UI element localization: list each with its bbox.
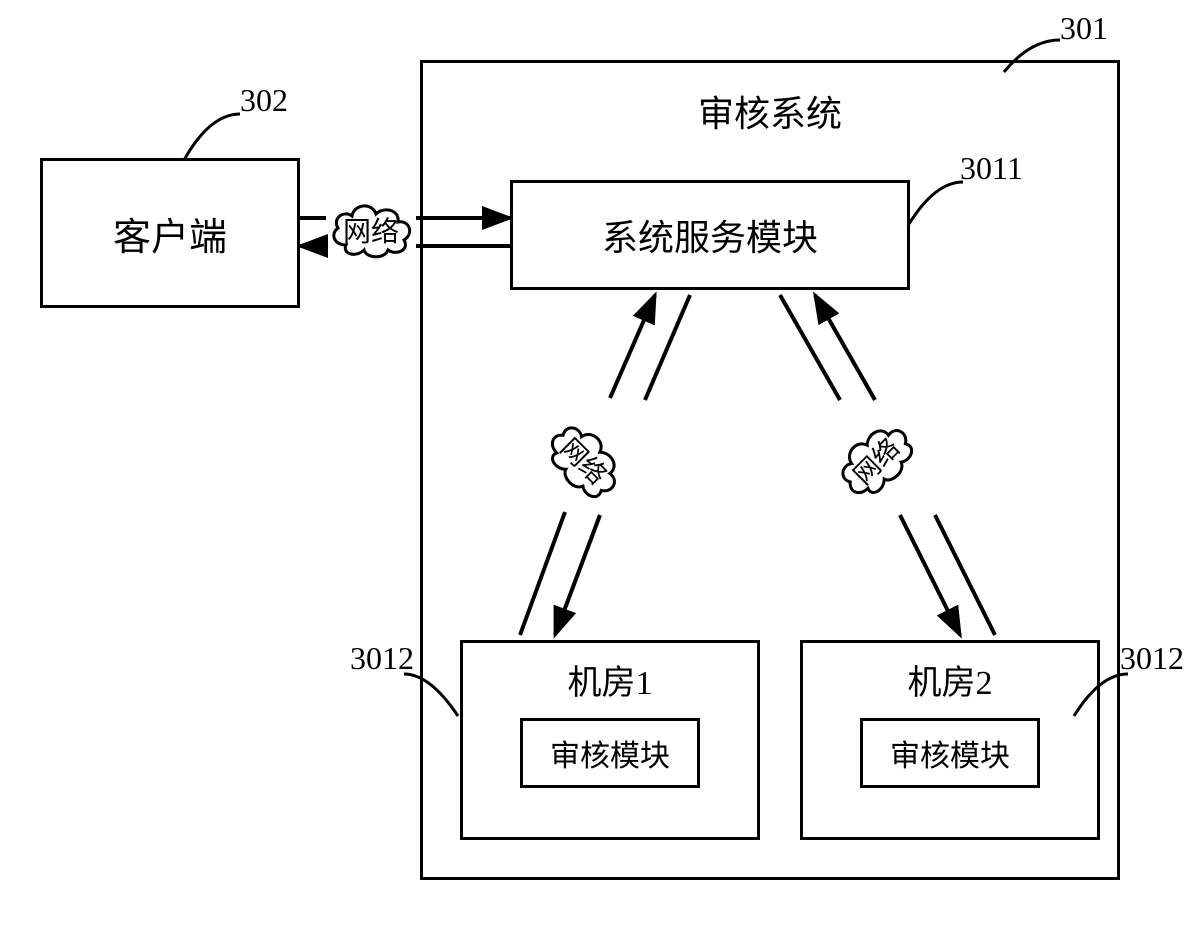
room2-label: 机房2	[908, 655, 993, 704]
room1-box: 机房1 审核模块	[460, 640, 760, 840]
audit-module-2-box: 审核模块	[860, 718, 1040, 788]
audit-module-2-label: 审核模块	[890, 731, 1010, 775]
audit-module-1-box: 审核模块	[520, 718, 700, 788]
audit-module-1-label: 审核模块	[550, 731, 670, 775]
arrow-service-room1	[460, 290, 740, 640]
leader-3012a	[400, 670, 465, 720]
arrow-service-room2	[720, 290, 1040, 640]
client-box: 客户端	[40, 158, 300, 308]
room2-box: 机房2 审核模块	[800, 640, 1100, 840]
leader-301	[1000, 36, 1070, 76]
service-module-box: 系统服务模块	[510, 180, 910, 290]
room1-label: 机房1	[568, 655, 653, 704]
leader-302	[180, 110, 250, 165]
leader-3012b	[1070, 670, 1135, 720]
arrow-client-service	[300, 200, 510, 270]
leader-3011	[905, 178, 970, 228]
client-label: 客户端	[113, 206, 227, 261]
network-cloud-main-label: 网络	[343, 210, 399, 250]
audit-system-label: 审核系统	[698, 85, 842, 137]
service-module-label: 系统服务模块	[602, 209, 818, 261]
